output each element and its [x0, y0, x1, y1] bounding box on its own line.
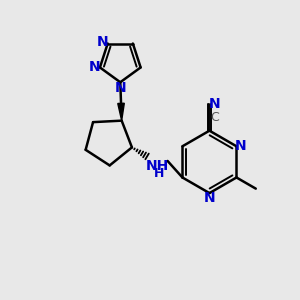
- Text: N: N: [97, 35, 108, 49]
- Text: N: N: [235, 139, 247, 153]
- Polygon shape: [118, 103, 124, 121]
- Text: N: N: [209, 97, 220, 111]
- Text: N: N: [204, 191, 215, 206]
- Text: H: H: [154, 167, 164, 180]
- Text: NH: NH: [146, 159, 169, 173]
- Text: N: N: [115, 81, 126, 94]
- Text: N: N: [89, 60, 100, 74]
- Text: C: C: [210, 111, 219, 124]
